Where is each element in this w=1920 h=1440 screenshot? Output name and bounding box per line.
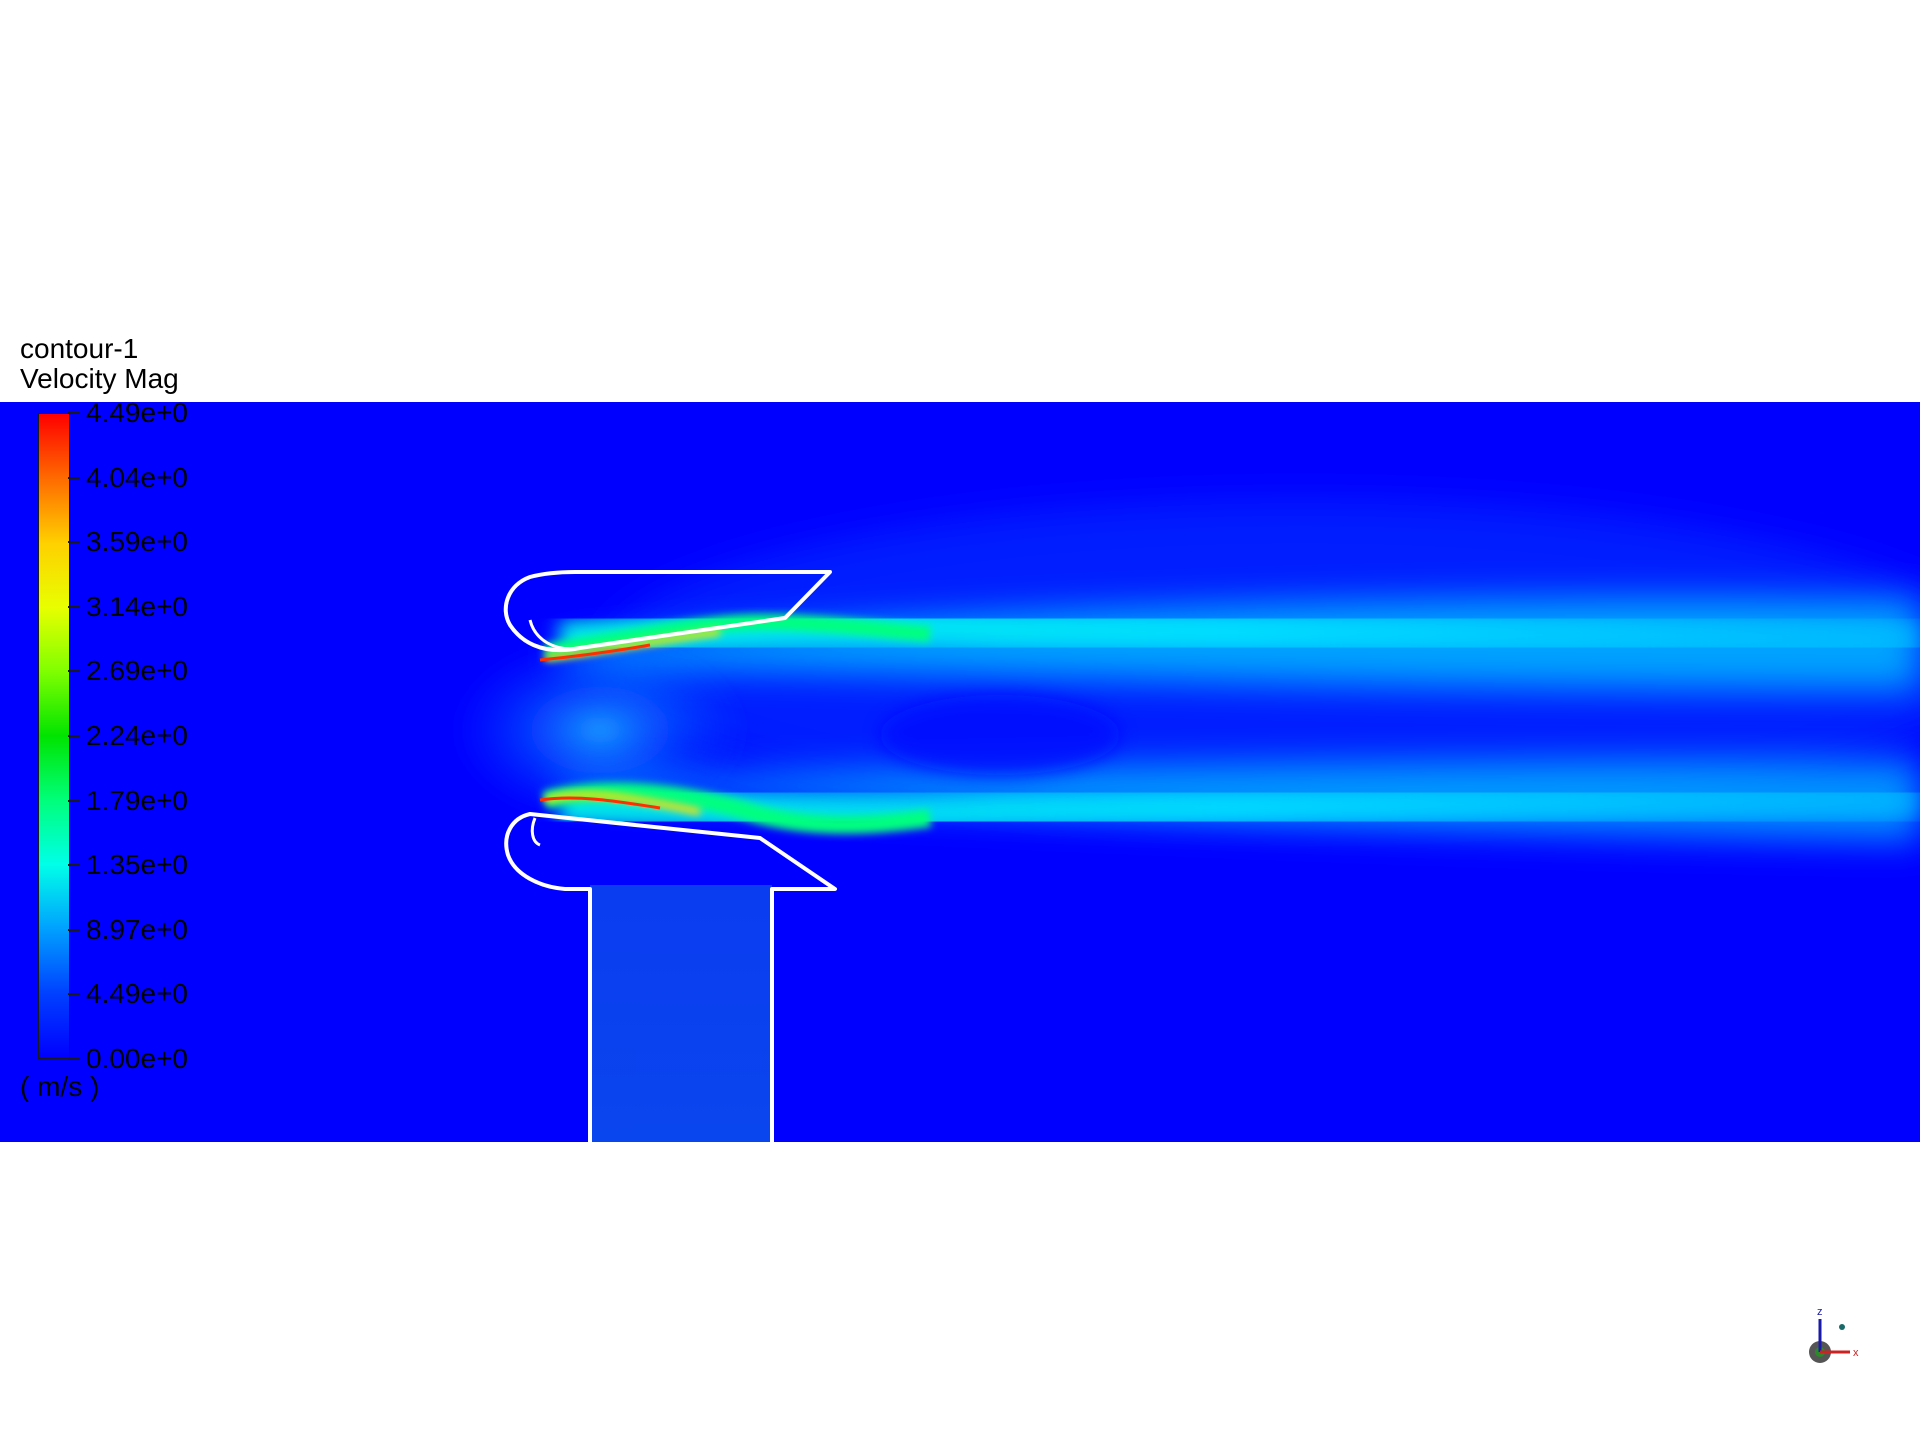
legend-tick bbox=[68, 476, 80, 479]
legend-tick bbox=[68, 799, 80, 802]
legend-tick-label: 1.35e+0 bbox=[86, 849, 188, 881]
lower-vane-outline bbox=[504, 812, 837, 1142]
lower-vane-lip bbox=[530, 817, 541, 847]
legend-contour-name: contour-1 bbox=[20, 334, 139, 364]
legend-tick bbox=[68, 541, 80, 544]
geometry-walls bbox=[503, 570, 837, 1142]
legend-colorbar bbox=[38, 413, 70, 1059]
legend-tick-label: 8.97e+0 bbox=[86, 913, 188, 945]
legend-tick bbox=[68, 605, 80, 608]
legend-tick bbox=[68, 1058, 80, 1060]
upper-vane-lip bbox=[528, 619, 581, 651]
inlet-duct-fluid bbox=[590, 885, 772, 1142]
legend-tick-label: 3.14e+0 bbox=[86, 590, 188, 622]
velocity-legend: contour-1 Velocity Mag 4.49e+0 4.04e+0 3.5… bbox=[0, 334, 192, 1114]
wake-dark-zone bbox=[880, 695, 1120, 775]
legend-tick-label: 4.04e+0 bbox=[86, 461, 188, 493]
legend-tick bbox=[68, 864, 80, 867]
legend-tick-label: 4.49e+0 bbox=[86, 978, 188, 1010]
legend-tick bbox=[68, 993, 80, 996]
legend-tick-label: 2.24e+0 bbox=[86, 720, 188, 751]
legend-tick bbox=[68, 412, 80, 414]
upper-vane-outline bbox=[503, 570, 832, 653]
triad-z-label: z bbox=[1817, 1306, 1823, 1318]
triad-x-label: x bbox=[1853, 1347, 1859, 1359]
legend-tick bbox=[68, 735, 80, 737]
legend-units: ( m/s ) bbox=[20, 1071, 100, 1102]
upper-jet bbox=[539, 598, 1920, 690]
legend-tick-label: 0.00e+0 bbox=[86, 1043, 188, 1074]
legend-tick-label: 4.49e+0 bbox=[86, 397, 188, 428]
legend-tick-label: 3.59e+0 bbox=[86, 526, 188, 558]
legend-tick bbox=[68, 670, 80, 673]
lower-jet bbox=[539, 760, 1920, 840]
legend-tick bbox=[68, 928, 80, 931]
legend-quantity: Velocity Mag bbox=[20, 363, 179, 394]
axis-triad-icon[interactable]: z x bbox=[1800, 1305, 1870, 1365]
legend-tick-label: 2.69e+0 bbox=[86, 655, 188, 687]
legend-tick-label: 1.79e+0 bbox=[86, 784, 188, 816]
